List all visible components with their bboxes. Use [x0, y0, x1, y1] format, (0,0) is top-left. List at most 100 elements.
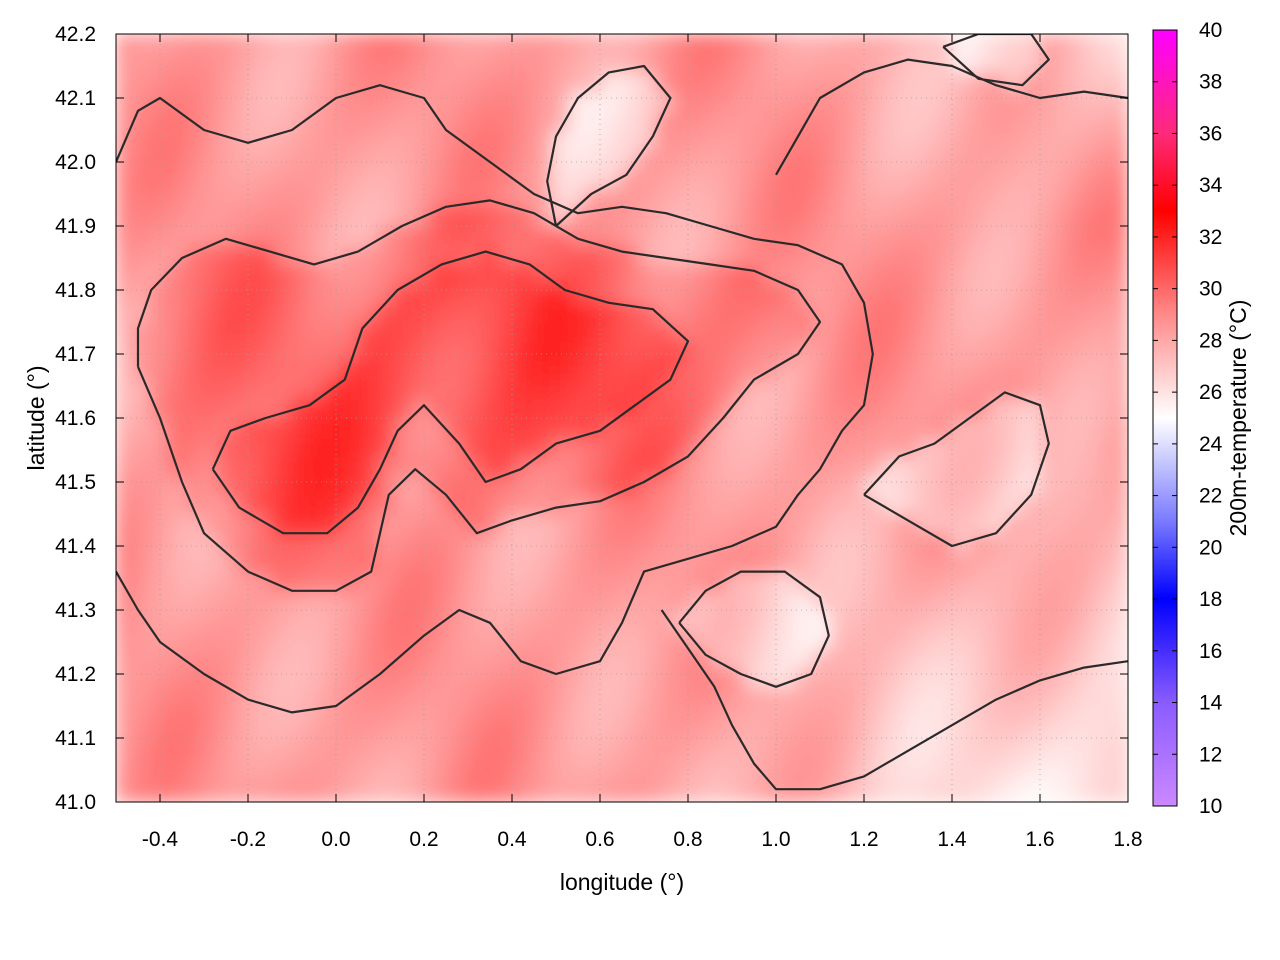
heat-cell [341, 321, 362, 343]
heat-cell [272, 743, 292, 765]
heat-cell [935, 282, 955, 304]
heat-cell [324, 666, 344, 688]
heat-cell [638, 417, 658, 439]
heat-cell [184, 570, 205, 592]
heat-cell [116, 493, 135, 515]
heat-cell [987, 129, 1007, 151]
heat-cell [324, 186, 344, 208]
heat-cell [219, 762, 240, 784]
heat-cell [149, 129, 170, 151]
heat-cell [429, 359, 449, 381]
heat-cell [394, 743, 414, 765]
heat-cell [411, 244, 431, 266]
heat-cell [1057, 455, 1077, 477]
heat-cell [743, 148, 763, 170]
heat-cell [987, 321, 1007, 343]
heat-cell [795, 282, 815, 304]
heat-cell [568, 417, 589, 439]
heat-cell [132, 263, 152, 285]
heat-cell [778, 417, 798, 439]
heat-cell [725, 417, 746, 439]
heat-cell [289, 52, 309, 74]
heat-cell [411, 340, 431, 362]
heat-cell [429, 148, 449, 170]
heat-cell [638, 52, 658, 74]
heat-cell [464, 167, 484, 189]
heat-cell [760, 301, 780, 323]
heat-cell [917, 762, 937, 784]
heat-cell [882, 378, 903, 400]
heat-cell [116, 436, 135, 458]
heat-cell [411, 359, 431, 381]
heat-cell [411, 609, 431, 631]
heat-cell [603, 186, 623, 208]
heat-cell [568, 781, 589, 802]
heat-cell [1057, 609, 1077, 631]
heat-cell [638, 167, 658, 189]
heat-cell [498, 301, 519, 323]
heat-cell [935, 628, 955, 650]
heat-cell [289, 90, 309, 112]
heat-cell [324, 647, 344, 669]
heat-cell [778, 685, 798, 707]
heat-cell [237, 705, 257, 727]
heat-cell [603, 455, 623, 477]
heat-cell [446, 417, 466, 439]
heat-cell [516, 244, 536, 266]
heat-cell [324, 244, 344, 266]
heat-cell [1057, 513, 1077, 535]
heat-cell [411, 570, 431, 592]
heat-cell [306, 628, 327, 650]
heat-cell [708, 71, 728, 93]
heat-cell [116, 474, 135, 496]
heat-cell [935, 359, 955, 381]
heat-cell [952, 129, 972, 151]
heat-cell [568, 52, 589, 74]
heat-cell [812, 167, 833, 189]
heat-cell [289, 321, 309, 343]
heat-cell [446, 71, 466, 93]
heat-cell [917, 301, 937, 323]
heat-cell [1004, 417, 1025, 439]
heat-cell [394, 263, 414, 285]
heat-cell [882, 205, 903, 227]
heat-cell [725, 340, 746, 362]
heat-cell [202, 570, 222, 592]
heat-cell [708, 455, 728, 477]
heat-cell [830, 743, 850, 765]
heat-cell [760, 397, 780, 419]
heat-cell [725, 570, 746, 592]
heat-cell [1074, 282, 1095, 304]
heat-cell [446, 666, 466, 688]
x-tick-label: 1.6 [1025, 828, 1054, 851]
heat-cell [359, 513, 379, 535]
heat-cell [411, 225, 431, 247]
heat-cell [219, 724, 240, 746]
heat-cell [394, 647, 414, 669]
heat-cell [725, 474, 746, 496]
heat-cell [952, 263, 972, 285]
heat-cell [533, 359, 554, 381]
heat-cell [690, 397, 711, 419]
heat-cell [1039, 263, 1060, 285]
heat-cell [429, 705, 449, 727]
heat-cell [359, 378, 379, 400]
heat-cell [533, 71, 554, 93]
heat-cell [149, 90, 170, 112]
heat-cell [935, 71, 955, 93]
heat-cell [987, 340, 1007, 362]
heat-cell [376, 743, 397, 765]
heat-cell [987, 474, 1007, 496]
heat-cell [1004, 148, 1025, 170]
heat-cell [1109, 263, 1128, 285]
heat-cell [306, 762, 327, 784]
heat-cell [1022, 743, 1042, 765]
heat-cell [1022, 705, 1042, 727]
heat-cell [202, 724, 222, 746]
heat-cell [778, 90, 798, 112]
heat-cell [1109, 532, 1128, 554]
heat-cell [882, 532, 903, 554]
heat-cell [655, 436, 676, 458]
heat-cell [341, 781, 362, 802]
heat-cell [708, 148, 728, 170]
